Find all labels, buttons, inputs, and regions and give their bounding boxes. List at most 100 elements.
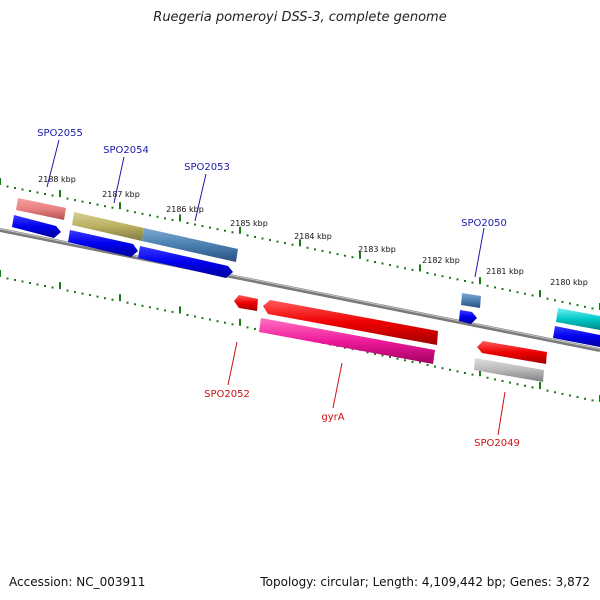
scale-tick-minor xyxy=(464,372,466,374)
scale-tick-minor xyxy=(426,272,429,274)
label-spo2054[interactable]: SPO2054 xyxy=(103,145,149,156)
scale-tick-minor xyxy=(576,396,579,399)
scale-tick-minor xyxy=(209,318,211,321)
scale-tick-minor xyxy=(14,187,16,189)
scale-tick-minor xyxy=(336,253,339,256)
scale-tick-minor xyxy=(314,248,316,251)
scale-tick-minor xyxy=(396,265,399,268)
scale-tick-minor xyxy=(171,218,174,221)
scale-tick-minor xyxy=(126,301,129,304)
gene-spo2049[interactable] xyxy=(477,341,547,364)
scale-tick-minor xyxy=(494,286,496,289)
scale-tick-minor xyxy=(96,295,99,298)
scale-tick-minor xyxy=(486,284,489,287)
scale-tick-minor xyxy=(74,291,76,294)
scale-labels: 2188 kbp 2187 kbp 2186 kbp 2185 kbp 2184 kbp… xyxy=(38,175,588,287)
scale-tick-minor xyxy=(366,351,369,354)
scale-tick-minor xyxy=(576,304,579,307)
cds-spo2050[interactable] xyxy=(459,310,477,324)
scale-tick-major xyxy=(0,178,1,185)
scale-tick-minor xyxy=(134,303,136,306)
scale-tick-major xyxy=(359,251,361,259)
scale-tick-minor xyxy=(494,378,496,381)
scale-tick-minor xyxy=(201,225,204,228)
scale-tick-minor xyxy=(209,226,211,229)
scale-tick-minor xyxy=(351,348,354,351)
scale-tick-major xyxy=(239,226,241,234)
scale-tick-minor xyxy=(186,314,189,316)
label-spo2053[interactable]: SPO2053 xyxy=(184,162,230,173)
gene-spo2050[interactable] xyxy=(461,293,481,308)
scale-tick-minor xyxy=(569,394,571,397)
leader-spo2049 xyxy=(497,391,506,436)
scale-tick-minor xyxy=(501,380,504,382)
scale-tick-major xyxy=(419,264,421,272)
label-spo2052[interactable]: SPO2052 xyxy=(204,389,250,400)
scale-tick-minor xyxy=(96,203,99,206)
scale-tick-minor xyxy=(509,289,511,292)
scale-tick-minor xyxy=(269,239,271,241)
scale-tick-minor xyxy=(21,280,24,283)
scale-tick-minor xyxy=(411,268,414,271)
label-spo2050[interactable]: SPO2050 xyxy=(461,218,507,229)
scale-tick-minor xyxy=(284,242,286,245)
gene-right-cyan[interactable] xyxy=(556,308,600,330)
scale-label: 2180 kbp xyxy=(550,278,588,287)
gene-spo2053[interactable] xyxy=(142,228,238,262)
gene-gyra[interactable] xyxy=(263,300,438,345)
scale-tick-minor xyxy=(156,215,159,218)
leader-spo2053 xyxy=(194,173,207,222)
scale-tick-minor xyxy=(276,240,279,243)
gene-spo2052[interactable] xyxy=(234,295,258,311)
scale-tick-major xyxy=(479,369,481,377)
scale-tick-minor xyxy=(456,278,459,281)
scale-tick-minor xyxy=(171,310,174,313)
scale-tick-minor xyxy=(509,381,511,384)
scale-tick-minor xyxy=(546,297,549,300)
label-gyra[interactable]: gyrA xyxy=(321,412,344,423)
scale-tick-minor xyxy=(344,254,346,257)
scale-tick-minor xyxy=(321,249,324,252)
label-spo2055[interactable]: SPO2055 xyxy=(37,128,83,139)
cds-spo2055[interactable] xyxy=(12,215,61,238)
scale-tick-minor xyxy=(329,251,331,254)
scale-tick-minor xyxy=(516,291,519,294)
scale-tick-minor xyxy=(21,188,24,191)
feature-spo2049-gray[interactable] xyxy=(474,358,544,382)
scale-label: 2184 kbp xyxy=(294,232,332,241)
scale-tick-minor xyxy=(6,277,9,280)
scale-tick-minor xyxy=(126,209,129,212)
scale-tick-major xyxy=(539,290,541,298)
genome-backbone xyxy=(0,228,600,352)
feature-gyra-magenta[interactable] xyxy=(259,318,435,364)
cds-right-cyan[interactable] xyxy=(553,326,600,347)
scale-label: 2188 kbp xyxy=(38,175,76,184)
scale-tick-minor xyxy=(156,307,159,310)
leader-spo2052 xyxy=(227,341,238,386)
scale-tick-minor xyxy=(434,365,436,368)
scale-tick-minor xyxy=(441,275,444,278)
scale-tick-minor xyxy=(111,206,114,209)
scale-tick-minor xyxy=(471,373,474,376)
scale-tick-minor xyxy=(366,259,369,262)
leader-gyra xyxy=(332,362,343,409)
scale-tick-minor xyxy=(591,307,594,310)
gene-spo2054[interactable] xyxy=(72,212,144,241)
gene-spo2055[interactable] xyxy=(16,198,66,220)
cds-spo2053[interactable] xyxy=(138,246,233,278)
label-spo2049[interactable]: SPO2049 xyxy=(474,438,520,449)
scale-tick-major xyxy=(59,190,61,198)
scale-tick-minor xyxy=(216,320,219,323)
leader-spo2055 xyxy=(46,139,60,188)
cds-spo2054[interactable] xyxy=(68,230,138,257)
scale-tick-minor xyxy=(531,294,534,297)
scale-tick-minor xyxy=(411,360,414,363)
accession-label: Accession: NC_003911 xyxy=(9,575,146,589)
scale-tick-minor xyxy=(224,321,226,324)
scale-tick-minor xyxy=(561,300,564,303)
scale-tick-minor xyxy=(149,306,151,309)
scale-tick-minor xyxy=(254,235,256,238)
scale-tick-major xyxy=(119,294,121,302)
scale-tick-minor xyxy=(44,285,46,287)
